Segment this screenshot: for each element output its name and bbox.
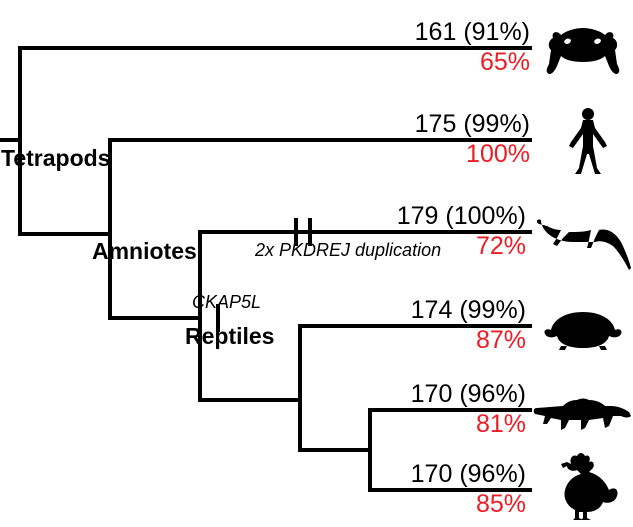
tip-0-red: 65% <box>350 48 530 77</box>
tip-1-black: 175 (99%) <box>350 110 530 139</box>
human-icon <box>563 106 613 181</box>
tip-4-black: 170 (96%) <box>350 380 526 409</box>
crocodile-icon <box>533 388 633 441</box>
rooster-icon <box>553 450 623 527</box>
clade-reptiles: Reptiles <box>185 323 274 350</box>
tip-2-red: 72% <box>336 232 526 261</box>
tip-3-black: 174 (99%) <box>350 296 526 325</box>
clade-amniotes: Amniotes <box>92 238 197 265</box>
tip-5-red: 85% <box>350 490 526 519</box>
tip-1-red: 100% <box>350 140 530 169</box>
event-ckap5l: CKAP5L <box>192 292 261 313</box>
tip-4-red: 81% <box>350 410 526 439</box>
clade-tetrapods: Tetrapods <box>1 145 110 172</box>
tip-2-black: 179 (100%) <box>336 202 526 231</box>
frog-icon <box>543 20 623 85</box>
tip-3-red: 87% <box>350 326 526 355</box>
tip-0-black: 161 (91%) <box>350 18 530 47</box>
lizard-icon <box>533 202 633 277</box>
turtle-icon <box>541 302 626 357</box>
tip-5-black: 170 (96%) <box>350 460 526 489</box>
